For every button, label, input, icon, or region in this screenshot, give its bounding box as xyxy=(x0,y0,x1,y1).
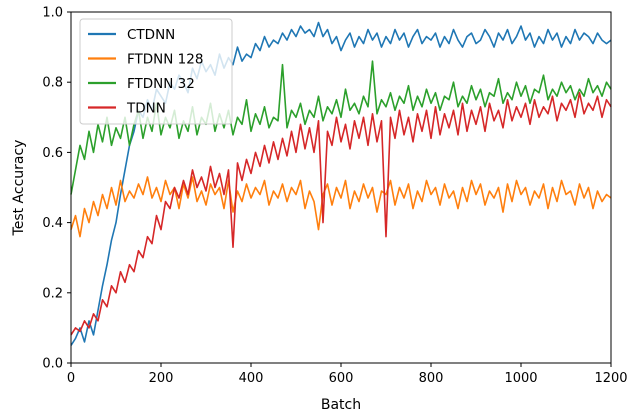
y-tick-label: 0.8 xyxy=(42,76,63,91)
y-tick-label: 0.2 xyxy=(42,286,63,301)
x-axis-ticks: 0 200 400 600 800 1000 1200 xyxy=(67,363,628,386)
legend-label: FTDNN 32 xyxy=(127,76,195,92)
y-axis-label: Test Accuracy xyxy=(11,140,27,237)
y-tick-label: 0.6 xyxy=(42,146,63,161)
legend-label: CTDNN xyxy=(127,27,175,43)
legend-label: TDNN xyxy=(126,101,166,117)
x-tick-label: 0 xyxy=(67,371,75,386)
series-line-2 xyxy=(70,60,612,195)
x-tick-label: 1200 xyxy=(594,371,627,386)
series-line-1 xyxy=(70,176,612,238)
x-axis-label: Batch xyxy=(321,397,361,413)
y-tick-label: 0.0 xyxy=(42,357,63,372)
y-tick-label: 0.4 xyxy=(42,216,63,231)
y-axis-ticks: 0.0 0.2 0.4 0.6 0.8 1.0 xyxy=(42,6,71,372)
series-line-3 xyxy=(70,91,612,336)
x-tick-label: 400 xyxy=(239,371,264,386)
x-tick-label: 600 xyxy=(329,371,354,386)
y-tick-label: 1.0 xyxy=(42,6,63,21)
legend-box xyxy=(79,18,233,125)
x-tick-label: 1000 xyxy=(504,371,537,386)
x-tick-label: 800 xyxy=(419,371,444,386)
x-tick-label: 200 xyxy=(149,371,174,386)
legend: CTDNN FTDNN 128 FTDNN 32 TDNN xyxy=(79,18,233,125)
legend-label: FTDNN 128 xyxy=(127,52,203,68)
